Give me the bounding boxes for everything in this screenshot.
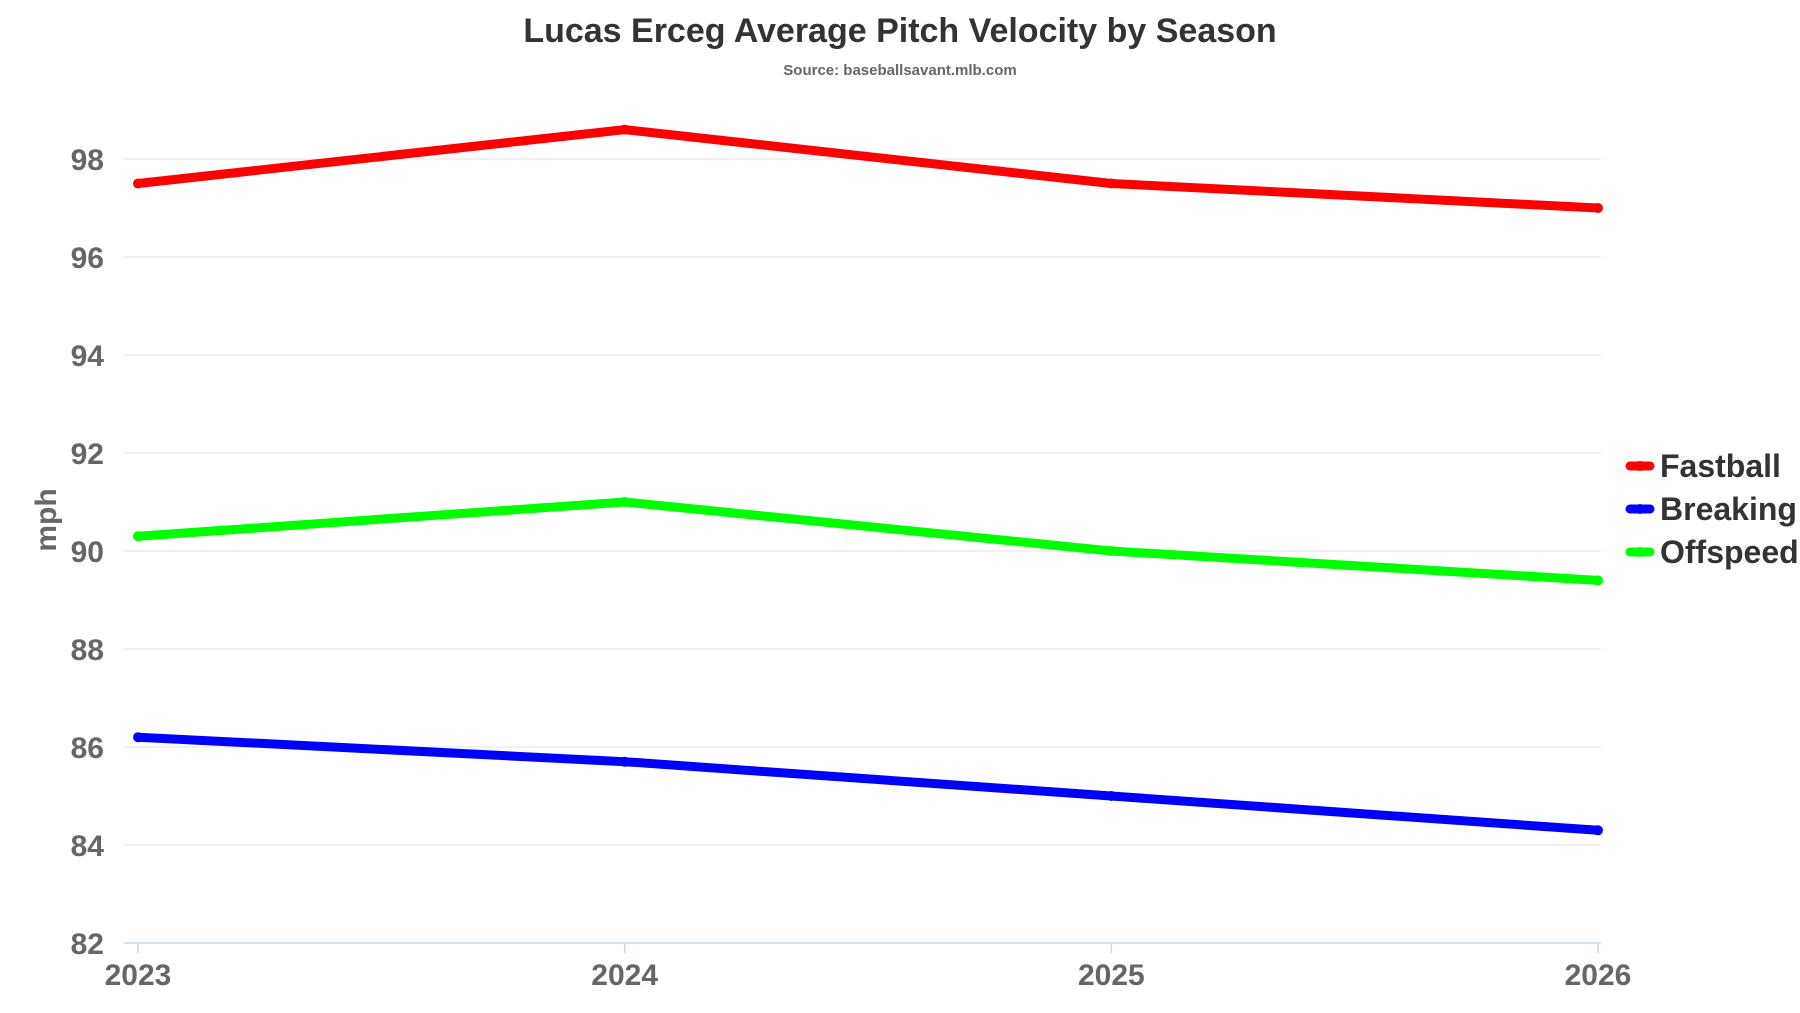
y-tick-label: 96	[71, 242, 104, 275]
data-point[interactable]	[133, 178, 143, 189]
x-tick-label: 2025	[1078, 959, 1145, 992]
legend-label: Fastball	[1660, 448, 1781, 484]
legend-marker	[1635, 547, 1645, 557]
data-point[interactable]	[619, 756, 630, 767]
legend-item-offspeed[interactable]: Offspeed	[1625, 534, 1799, 570]
legend-item-breaking[interactable]: Breaking	[1625, 491, 1797, 527]
series-breaking[interactable]	[133, 732, 1603, 836]
chart-subtitle: Source: baseballsavant.mlb.com	[783, 62, 1016, 79]
data-point[interactable]	[1106, 791, 1117, 801]
data-point[interactable]	[1106, 178, 1117, 189]
data-point[interactable]	[1593, 825, 1603, 836]
data-point[interactable]	[133, 732, 143, 743]
legend-label: Offspeed	[1660, 534, 1799, 570]
data-point[interactable]	[1593, 575, 1603, 586]
series-offspeed[interactable]	[133, 497, 1603, 586]
y-axis-title: mph	[30, 488, 63, 551]
data-point[interactable]	[1593, 203, 1603, 213]
data-point[interactable]	[1106, 546, 1117, 556]
grid-lines	[124, 158, 1601, 846]
y-tick-label: 94	[71, 340, 105, 373]
legend-item-fastball[interactable]: Fastball	[1625, 448, 1781, 484]
data-point[interactable]	[133, 531, 143, 542]
series-line[interactable]	[133, 732, 1603, 835]
y-tick-label: 88	[71, 634, 104, 667]
data-point[interactable]	[619, 497, 630, 507]
legend-label: Breaking	[1660, 491, 1797, 527]
y-tick-label: 86	[71, 732, 104, 765]
axes: 82 84 86 88 90 92 94 96 98 2023 2024 2025 2026	[71, 144, 1632, 992]
legend-marker	[1635, 504, 1645, 514]
y-tick-label: 84	[71, 830, 105, 863]
y-tick-label: 90	[71, 536, 104, 569]
series-lines	[133, 124, 1603, 836]
legend-marker	[1635, 461, 1645, 471]
x-tick-label: 2024	[591, 959, 658, 992]
series-line[interactable]	[133, 125, 1603, 213]
y-tick-label: 98	[71, 144, 104, 177]
data-point[interactable]	[619, 124, 630, 135]
series-fastball[interactable]	[133, 124, 1603, 213]
chart-title: Lucas Erceg Average Pitch Velocity by Se…	[523, 12, 1276, 50]
legend[interactable]: Fastball Breaking Offspeed	[1625, 448, 1799, 570]
x-tick-label: 2026	[1565, 959, 1632, 992]
y-tick-label: 82	[71, 928, 104, 961]
y-tick-label: 92	[71, 438, 104, 471]
series-line[interactable]	[133, 497, 1603, 585]
x-tick-label: 2023	[105, 959, 172, 992]
